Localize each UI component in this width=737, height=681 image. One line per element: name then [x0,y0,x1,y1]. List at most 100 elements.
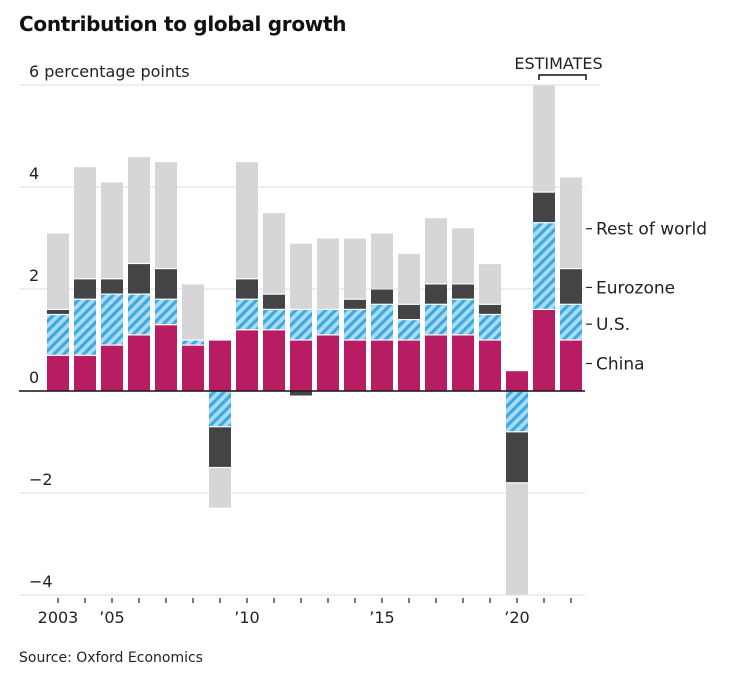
bar-eurozone-2005 [101,279,123,294]
bar-rest-of-world-2010 [236,162,258,279]
y-axis-labels: −4 −2 0 2 4 6 percentage points [29,62,190,591]
x-tick-label: ’20 [504,608,529,627]
bar-rest-of-world-2017 [425,218,447,284]
bar-china-2005 [101,345,123,391]
bar-china-2021 [533,310,555,391]
bar-china-2007 [155,325,177,391]
y-tick-label: 2 [29,266,39,285]
x-tick-label: ’05 [99,608,124,627]
bar-china-2012 [290,340,312,391]
bar-u-s-2006 [128,294,150,335]
y-tick-label: −4 [29,572,53,591]
bar-china-2019 [479,340,501,391]
bar-rest-of-world-2012 [290,243,312,309]
bar-u-s-2011 [263,310,285,330]
bar-china-2022 [560,340,582,391]
bar-u-s-2003 [47,315,69,355]
bar-eurozone-2010 [236,279,258,299]
bar-eurozone-2017 [425,284,447,304]
y-tick-label: 4 [29,164,39,183]
bar-u-s-2022 [560,304,582,340]
bar-china-2018 [452,335,474,391]
bar-china-2020 [506,371,528,391]
y-tick-label: 0 [29,368,39,387]
bar-u-s-2021 [533,223,555,309]
bar-rest-of-world-2011 [263,213,285,294]
bar-eurozone-2016 [398,304,420,319]
legend-label-rest-of-world: Rest of world [596,220,707,240]
bar-eurozone-2012 [290,391,312,396]
bar-china-2004 [74,355,96,391]
legend-label-china: China [596,355,645,375]
estimates-bracket [538,74,587,80]
bar-rest-of-world-2008 [182,284,204,340]
bar-eurozone-2004 [74,279,96,299]
estimates-annotation: ESTIMATES [514,54,603,80]
bar-eurozone-2021 [533,192,555,223]
bar-eurozone-2018 [452,284,474,299]
bar-u-s-2010 [236,299,258,330]
y-tick-label: −2 [29,470,53,489]
bar-u-s-2009 [209,391,231,427]
bar-eurozone-2015 [371,289,393,304]
bar-china-2014 [344,340,366,391]
bar-rest-of-world-2005 [101,182,123,279]
bar-u-s-2015 [371,304,393,340]
bar-u-s-2019 [479,315,501,340]
legend-label-eurozone: Eurozone [596,278,675,298]
bar-rest-of-world-2004 [74,167,96,279]
bar-rest-of-world-2014 [344,238,366,299]
bar-u-s-2013 [317,310,339,335]
bar-rest-of-world-2006 [128,157,150,263]
bar-u-s-2017 [425,304,447,335]
bars [47,85,582,595]
bar-rest-of-world-2016 [398,253,420,304]
bar-eurozone-2007 [155,269,177,299]
legend: China U.S. Eurozone Rest of world [586,220,707,375]
bar-eurozone-2009 [209,427,231,467]
bar-eurozone-2022 [560,269,582,304]
source-note: Source: Oxford Economics [19,650,203,666]
bar-china-2016 [398,340,420,391]
bar-eurozone-2003 [47,310,69,314]
bar-rest-of-world-2020 [506,483,528,595]
bar-china-2017 [425,335,447,391]
bar-eurozone-2006 [128,264,150,294]
bar-eurozone-2019 [479,304,501,314]
bar-china-2006 [128,335,150,391]
bar-rest-of-world-2022 [560,177,582,268]
bar-eurozone-2014 [344,299,366,309]
bar-u-s-2004 [74,299,96,355]
bar-rest-of-world-2003 [47,233,69,309]
bar-china-2011 [263,330,285,391]
bar-china-2015 [371,340,393,391]
bar-u-s-2012 [290,310,312,340]
bar-china-2010 [236,330,258,391]
x-axis: 2003 ’05 ’10 ’15 ’20 [19,594,585,627]
x-tick-label: 2003 [38,608,79,627]
bar-china-2009 [209,340,231,391]
bar-rest-of-world-2019 [479,264,501,304]
bar-eurozone-2011 [263,294,285,309]
estimates-label: ESTIMATES [514,54,602,73]
x-tick-label: ’10 [234,608,259,627]
bar-rest-of-world-2009 [209,468,231,508]
bar-china-2013 [317,335,339,391]
bar-rest-of-world-2013 [317,238,339,309]
x-tick-label: ’15 [369,608,394,627]
bar-u-s-2008 [182,340,204,345]
bar-china-2003 [47,355,69,391]
bar-rest-of-world-2007 [155,162,177,268]
bar-eurozone-2020 [506,432,528,483]
bar-u-s-2005 [101,294,123,345]
bar-u-s-2014 [344,310,366,340]
bar-u-s-2007 [155,299,177,325]
bar-rest-of-world-2021 [533,85,555,192]
bar-u-s-2020 [506,391,528,432]
chart-title: Contribution to global growth [19,12,347,36]
bar-china-2008 [182,345,204,391]
bar-rest-of-world-2015 [371,233,393,289]
bar-rest-of-world-2018 [452,228,474,284]
bar-u-s-2016 [398,320,420,340]
